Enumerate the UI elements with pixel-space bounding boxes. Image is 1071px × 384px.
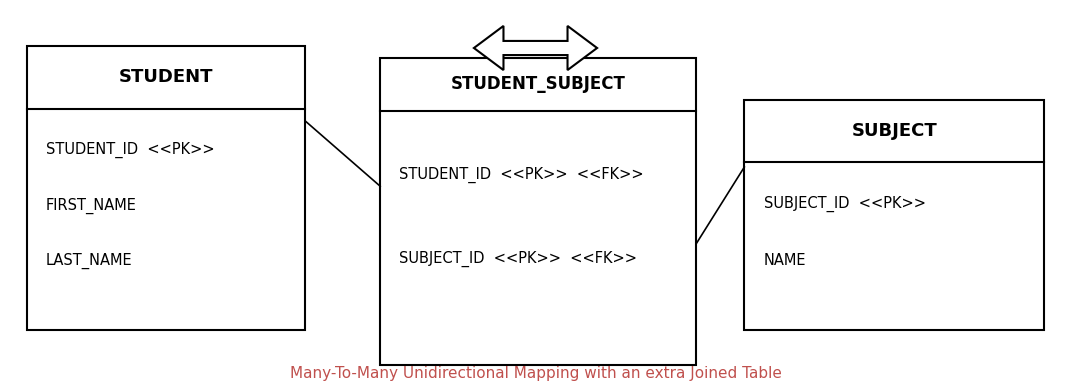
Bar: [380, 58, 696, 365]
Text: STUDENT_ID  <<PK>>  <<FK>>: STUDENT_ID <<PK>> <<FK>>: [399, 167, 644, 183]
Bar: [744, 100, 1044, 330]
Text: NAME: NAME: [764, 253, 806, 268]
Text: STUDENT_SUBJECT: STUDENT_SUBJECT: [451, 76, 625, 93]
Bar: [27, 46, 305, 330]
Text: SUBJECT_ID  <<PK>>  <<FK>>: SUBJECT_ID <<PK>> <<FK>>: [399, 251, 637, 267]
Text: LAST_NAME: LAST_NAME: [46, 253, 133, 269]
Text: SUBJECT: SUBJECT: [851, 122, 937, 140]
Text: STUDENT_ID  <<PK>>: STUDENT_ID <<PK>>: [46, 142, 214, 158]
Text: Many-To-Many Unidirectional Mapping with an extra Joined Table: Many-To-Many Unidirectional Mapping with…: [289, 366, 782, 381]
Text: STUDENT: STUDENT: [119, 68, 213, 86]
Polygon shape: [474, 26, 598, 70]
Text: FIRST_NAME: FIRST_NAME: [46, 197, 137, 214]
Text: SUBJECT_ID  <<PK>>: SUBJECT_ID <<PK>>: [764, 196, 925, 212]
